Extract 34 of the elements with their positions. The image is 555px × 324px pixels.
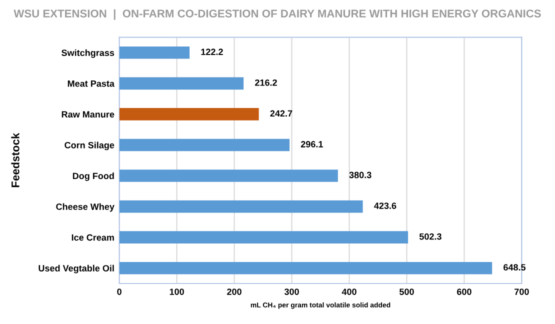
x-tick-label: 200 [227,288,242,295]
y-tick-label: Cheese Whey [56,203,114,212]
y-tick-label: Switchgrass [62,49,114,58]
y-tick-label: Raw Manure [62,111,114,118]
y-tick-label: Ice Cream [72,234,114,241]
data-label: 296.1 [300,141,323,148]
data-label: 242.7 [270,110,292,117]
x-tick-label: 600 [457,288,472,295]
bar [119,46,190,59]
bar [119,170,338,182]
bar [119,262,492,274]
x-tick-label: 100 [170,288,184,295]
data-label: 380.3 [349,172,372,178]
bar [119,138,290,152]
data-label: 648.5 [504,264,526,271]
y-tick-label: Meat Pasta [68,80,115,87]
y-axis-title: Feedstock [11,132,20,188]
data-label: 502.3 [419,233,442,240]
data-label: 122.2 [201,48,223,55]
x-tick-label: 300 [284,288,299,296]
y-tick-label: Used Vegtable Oil [38,264,114,274]
y-tick-label: Dog Food [72,172,114,181]
y-tick-label: Corn Silage [64,142,114,150]
x-tick-label: 700 [514,288,529,295]
x-tick-label: 400 [342,288,356,295]
data-label: 423.6 [374,202,396,209]
bar [119,200,363,213]
chart-title: WSU EXTENSION | ON-FARM CO-DIGESTION OF DAIRY MANURE WITH HIGH ENERGY ORGANICS [14,9,541,20]
data-label: 216.2 [255,79,277,86]
bar [119,77,244,90]
x-tick-label: 500 [399,288,414,295]
x-tick-label: 0 [117,288,122,295]
bar [119,108,259,120]
bar [119,231,408,244]
